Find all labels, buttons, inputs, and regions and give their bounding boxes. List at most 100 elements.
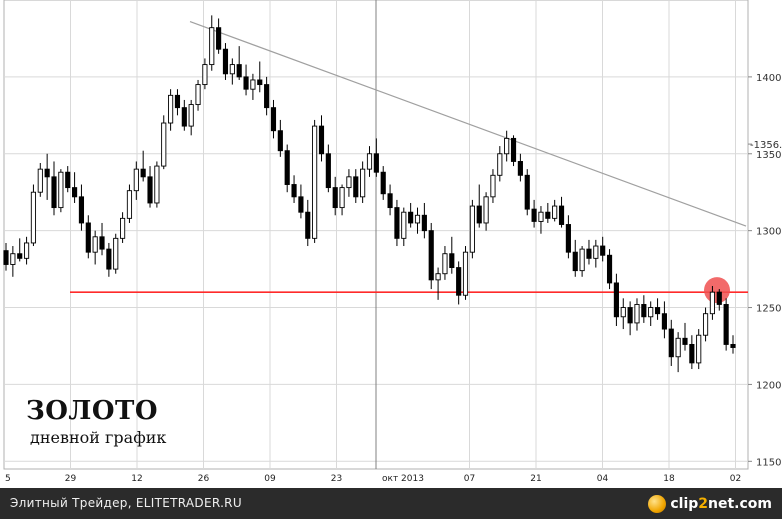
candle-body	[113, 237, 119, 270]
candle-body	[305, 211, 311, 239]
y-tick-label: 1150	[756, 457, 781, 468]
chart-title: ЗОЛОТО	[26, 396, 159, 426]
candle-body	[558, 205, 565, 225]
candle-body	[483, 196, 489, 224]
candle-body	[58, 171, 64, 209]
candle-body	[572, 251, 578, 272]
x-tick-label: 5	[5, 474, 11, 484]
trend-line	[189, 20, 747, 227]
candle-body	[277, 130, 283, 152]
candle-body	[634, 304, 640, 324]
candle-body	[689, 343, 695, 364]
candle-body	[120, 217, 126, 239]
x-tick-label: 26	[198, 474, 210, 484]
candle-body	[702, 313, 709, 336]
x-tick-label: 09	[264, 474, 276, 484]
x-tick-label: окт 2013	[382, 474, 424, 484]
source-credit: Элитный Трейдер, ELITETRADER.RU	[10, 496, 242, 510]
clip2net-logo-icon	[648, 495, 667, 513]
x-tick-label: 04	[597, 474, 609, 484]
candle-body	[202, 64, 208, 86]
candle-body	[10, 253, 16, 265]
candle-body	[627, 307, 633, 324]
candle-body	[497, 153, 503, 176]
candle-body	[716, 291, 722, 305]
candle-body	[236, 64, 242, 78]
candle-body	[257, 79, 263, 86]
candle-body	[456, 267, 462, 296]
candle-body	[408, 211, 414, 224]
candle-body	[99, 236, 105, 250]
candle-body	[682, 337, 688, 345]
candle-body	[126, 190, 133, 219]
candle-body	[586, 248, 592, 259]
candle-body	[387, 193, 393, 209]
candle-body	[346, 176, 352, 189]
candle-body	[353, 176, 359, 198]
candle-body	[373, 153, 379, 173]
candle-body	[140, 168, 146, 178]
candle-body	[524, 174, 530, 210]
last-price-label: -1356.3	[750, 140, 782, 151]
candle-body	[133, 168, 139, 192]
candle-body	[490, 174, 496, 198]
candle-body	[435, 273, 441, 281]
y-tick-label: 1250	[756, 304, 781, 315]
candle-body	[147, 176, 153, 204]
candle-body	[380, 171, 386, 195]
candle-body	[510, 137, 517, 162]
candle-body	[168, 94, 174, 124]
candle-body	[449, 253, 455, 269]
candle-body	[216, 27, 222, 50]
candle-body	[51, 176, 57, 209]
candle-body	[593, 245, 599, 259]
x-tick-label: 21	[530, 474, 541, 484]
candle-body	[318, 125, 325, 155]
candle-body	[696, 334, 702, 364]
candle-body	[668, 328, 674, 358]
candle-body	[284, 150, 290, 185]
candle-body	[291, 184, 297, 198]
candle-body	[504, 137, 510, 155]
candle-body	[209, 27, 215, 66]
candle-body	[106, 248, 112, 270]
candle-body	[730, 343, 736, 348]
candle-body	[414, 214, 421, 224]
candle-body	[654, 307, 661, 315]
candle-body	[531, 208, 537, 222]
x-tick-label: 02	[730, 474, 741, 484]
candle-body	[469, 205, 475, 253]
candle-body	[428, 230, 434, 281]
candle-body	[517, 161, 523, 176]
y-tick-label: 1350	[756, 150, 781, 161]
candle-body	[195, 84, 201, 106]
candle-body	[723, 304, 729, 345]
chart-canvas: 1150 1200 1250 1300 1350 1400 5 29 12 26 09 23 окт 2…	[3, 0, 782, 484]
candle-body	[641, 304, 647, 318]
candle-body	[545, 211, 551, 219]
x-tick-label: 23	[331, 474, 342, 484]
x-tick-label: 07	[464, 474, 475, 484]
y-tick-label: 1400	[756, 73, 781, 84]
candle-body	[476, 205, 482, 224]
candle-body	[85, 222, 91, 253]
y-tick-label: 1200	[756, 380, 781, 391]
candle-body	[17, 253, 23, 259]
candle-body	[250, 79, 256, 90]
candle-body	[401, 211, 407, 239]
candle-body	[339, 187, 345, 209]
candle-body	[661, 313, 667, 330]
candle-body	[3, 250, 9, 265]
footer-bar: Элитный Трейдер, ELITETRADER.RU clip2net…	[0, 488, 782, 519]
clip2net-brand[interactable]: clip2net.com	[648, 493, 772, 515]
candle-body	[92, 236, 98, 253]
candle-body	[229, 64, 235, 75]
candle-body	[620, 307, 626, 318]
candle-body	[648, 307, 654, 318]
candle-body	[579, 248, 585, 272]
candle-body	[394, 207, 400, 239]
candle-body	[222, 48, 229, 75]
candle-body	[65, 171, 71, 189]
candle-body	[181, 107, 187, 127]
candle-body	[565, 224, 571, 253]
